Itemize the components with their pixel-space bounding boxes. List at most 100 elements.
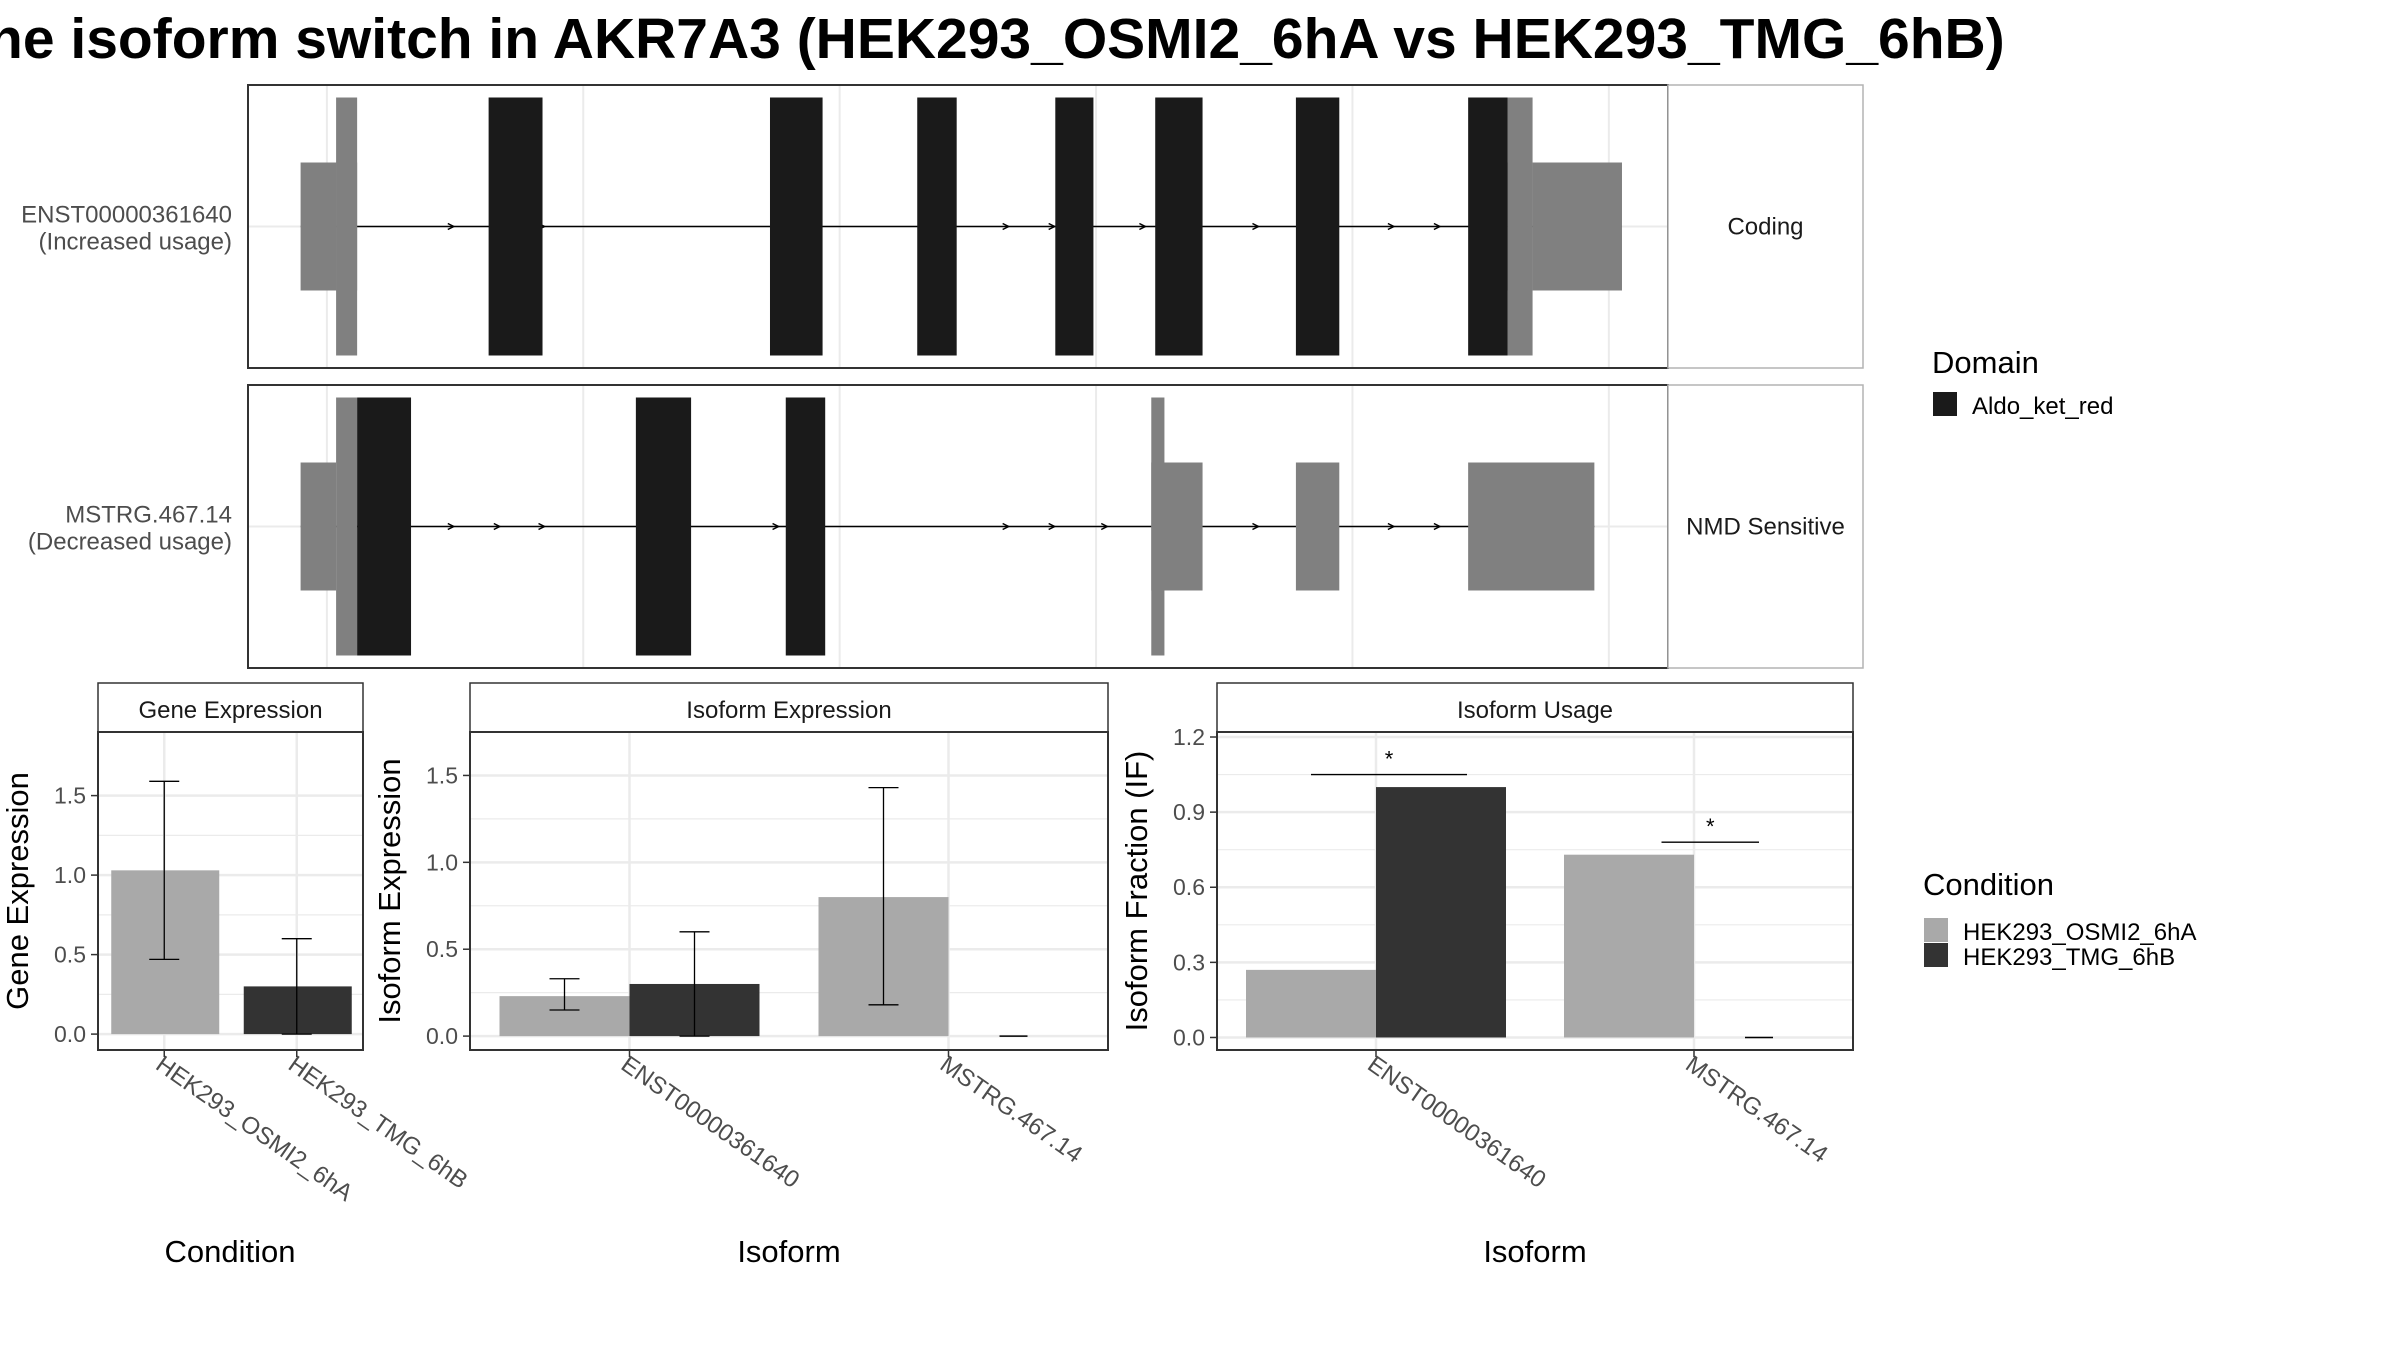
x-axis-title: Isoform <box>737 1234 840 1269</box>
direction-arrow <box>1048 522 1057 531</box>
domain-exon <box>488 97 543 356</box>
bar <box>243 986 352 1035</box>
charts: Gene Expression0.00.51.01.5HEK293_OSMI2_… <box>0 682 1854 1269</box>
bar-chart: Isoform Usage * * 0.0 0.3 0.6 0.9 1.2 ENST000003… <box>1119 682 1854 1269</box>
category-strip <box>1667 84 1864 369</box>
condition-legend-swatch <box>1924 918 1948 942</box>
domain-exon <box>917 97 957 356</box>
y-axis-title: Isoform Expression <box>372 758 407 1023</box>
y-tick-label: 0.6 <box>1173 874 1205 900</box>
facet-title: Gene Expression <box>138 697 322 724</box>
domain-exon <box>1295 97 1340 356</box>
direction-arrow <box>538 522 547 531</box>
utr-exon <box>300 162 337 291</box>
utr-exon <box>1295 462 1340 591</box>
condition-legend-title: Condition <box>1923 867 2054 902</box>
transcript-row: NMD Sensitive MSTRG.467.14(Decreased usag… <box>28 384 1864 669</box>
domain-exon <box>635 397 692 656</box>
y-tick-label: 1.5 <box>426 762 458 788</box>
bar-chart: Isoform Expression 0.0 0.5 1.0 1.5 ENST000003… <box>372 682 1109 1269</box>
domain-exon <box>769 97 823 356</box>
direction-arrow <box>1002 222 1011 231</box>
transcript-usage: (Decreased usage) <box>28 529 232 556</box>
condition-legend-swatch <box>1924 943 1948 967</box>
x-tick-label: ENST00000361640 <box>616 1051 804 1194</box>
utr-exon <box>1151 397 1165 656</box>
x-tick-label: MSTRG.467.14 <box>1681 1051 1833 1169</box>
y-tick-label: 1.0 <box>54 862 86 888</box>
y-tick-label: 0.0 <box>1173 1024 1205 1050</box>
utr-exon <box>1468 462 1595 591</box>
direction-arrow <box>1252 522 1261 531</box>
direction-arrow <box>493 522 502 531</box>
domain-exon <box>785 397 826 656</box>
y-tick-label: 0.0 <box>426 1023 458 1049</box>
direction-arrow <box>1048 222 1057 231</box>
facet-title: Isoform Usage <box>1457 697 1613 724</box>
domain-legend-label: Aldo_ket_red <box>1972 393 2113 420</box>
y-tick-label: 0.9 <box>1173 799 1205 825</box>
direction-arrow <box>1002 522 1011 531</box>
facet-strip <box>1216 682 1854 733</box>
direction-arrow <box>1433 222 1442 231</box>
domain-exon <box>1468 97 1508 356</box>
y-tick-label: 0.0 <box>54 1021 86 1047</box>
transcript-structure-panel: Coding ENST00000361640(Increased usage) NM… <box>21 84 1864 669</box>
transcript-row: Coding ENST00000361640(Increased usage) <box>21 84 1864 369</box>
y-tick-label: 1.0 <box>426 849 458 875</box>
significance-star: * <box>1706 814 1715 839</box>
legends: Domain Aldo_ket_red Condition HEK293_OSMI2_… <box>1923 345 2196 971</box>
direction-arrow <box>1387 522 1396 531</box>
bar <box>1564 854 1694 1038</box>
direction-arrow <box>1433 522 1442 531</box>
transcript-id: MSTRG.467.14 <box>65 502 232 529</box>
significance-star: * <box>1385 747 1394 772</box>
transcript-usage: (Increased usage) <box>39 229 232 256</box>
y-tick-label: 0.5 <box>426 936 458 962</box>
direction-arrow <box>1252 222 1261 231</box>
chart-title: ne isoform switch in AKR7A3 (HEK293_OSMI… <box>0 7 2005 71</box>
utr-exon <box>336 397 358 656</box>
bar <box>1376 787 1506 1038</box>
utr-exon <box>1507 97 1533 356</box>
facet-strip <box>469 682 1109 733</box>
facet-strip <box>97 682 364 733</box>
condition-legend-label: HEK293_OSMI2_6hA <box>1963 919 2196 946</box>
x-tick-label: ENST00000361640 <box>1363 1051 1551 1194</box>
y-tick-label: 0.5 <box>54 942 86 968</box>
panel-border <box>1216 731 1854 1051</box>
x-tick-label: MSTRG.467.14 <box>935 1051 1087 1169</box>
y-tick-label: 1.2 <box>1173 724 1205 750</box>
y-tick-label: 1.5 <box>54 783 86 809</box>
y-axis-title: Isoform Fraction (IF) <box>1119 751 1154 1032</box>
direction-arrow <box>447 522 456 531</box>
y-tick-label: 0.3 <box>1173 949 1205 975</box>
direction-arrow <box>772 522 781 531</box>
x-axis-title: Condition <box>165 1234 296 1269</box>
bar <box>1246 969 1376 1038</box>
direction-arrow <box>1139 222 1148 231</box>
domain-exon <box>1055 97 1094 356</box>
category-strip <box>1667 384 1864 669</box>
panel-border <box>469 731 1109 1051</box>
domain-legend-swatch <box>1933 392 1957 416</box>
transcript-id: ENST00000361640 <box>21 202 232 229</box>
facet-title: Isoform Expression <box>686 697 891 724</box>
x-axis-title: Isoform <box>1483 1234 1586 1269</box>
utr-exon <box>336 97 358 356</box>
category-label: NMD Sensitive <box>1686 514 1845 541</box>
domain-exon <box>1155 97 1203 356</box>
direction-arrow <box>1100 522 1109 531</box>
direction-arrow <box>1387 222 1396 231</box>
y-axis-title: Gene Expression <box>0 772 35 1010</box>
direction-arrow <box>447 222 456 231</box>
domain-exon <box>357 397 412 656</box>
category-label: Coding <box>1727 214 1803 241</box>
utr-exon <box>1532 162 1622 291</box>
bar <box>111 870 220 1035</box>
panel-border <box>97 731 364 1051</box>
utr-exon <box>300 462 337 591</box>
domain-legend-title: Domain <box>1932 345 2039 380</box>
condition-legend-label: HEK293_TMG_6hB <box>1963 944 2175 971</box>
